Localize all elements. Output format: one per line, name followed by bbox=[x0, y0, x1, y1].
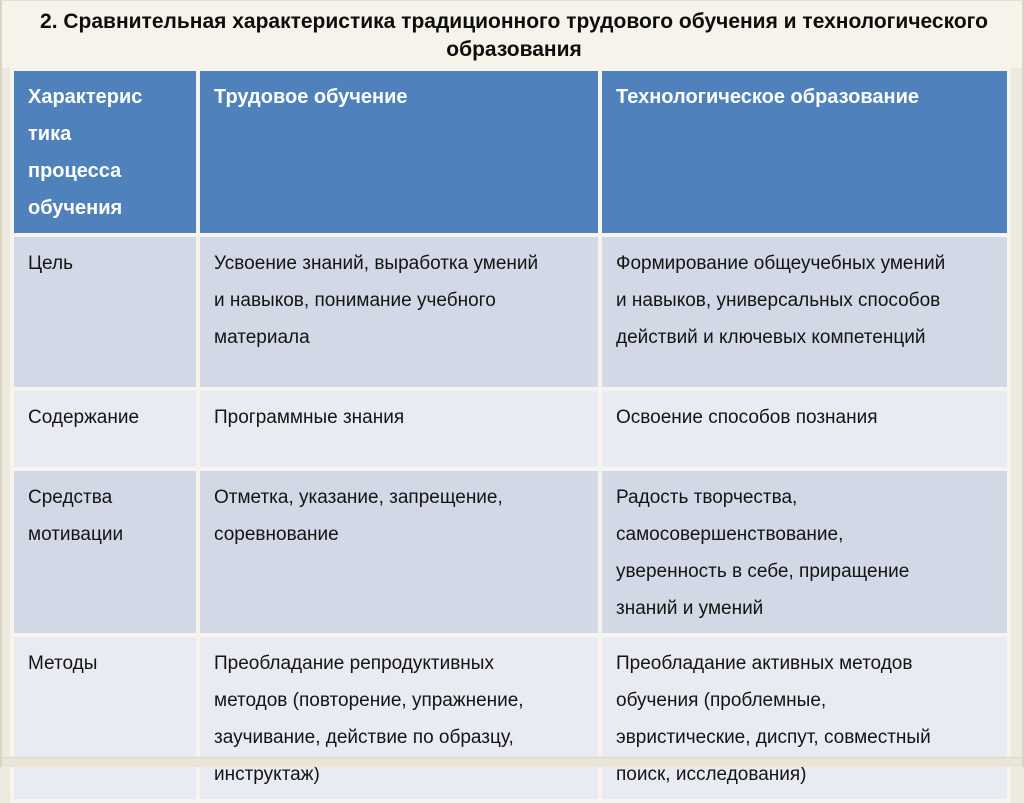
traditional-cell: Программные знания bbox=[196, 387, 602, 471]
table-row-goal: Цель Усвоение знаний, выработка умений и… bbox=[10, 233, 1011, 391]
table-row-methods: Методы Преобладание репродуктивных метод… bbox=[10, 633, 1011, 803]
slide-title: 2. Сравнительная характеристика традицио… bbox=[40, 10, 988, 61]
comparison-table: Характеристика процесса обучения Трудово… bbox=[10, 67, 1011, 803]
table-row-content: Содержание Программные знания Освоение с… bbox=[10, 387, 1011, 471]
technological-cell: Формирование общеучебных умений и навыко… bbox=[598, 233, 1011, 391]
row-label: Методы bbox=[10, 633, 200, 803]
title-area: 2. Сравнительная характеристика традицио… bbox=[2, 1, 1022, 68]
technological-cell: Освоение способов познания bbox=[598, 387, 1011, 471]
table-row-motivation-means: Средства мотивации Отметка, указание, за… bbox=[10, 467, 1011, 637]
traditional-cell: Преобладание репродуктивных методов (пов… bbox=[196, 633, 602, 803]
traditional-cell: Усвоение знаний, выработка умений и навы… bbox=[196, 233, 602, 391]
technological-cell: Преобладание активных методов обучения (… bbox=[598, 633, 1011, 803]
technological-cell: Радость творчества, самосовершенствовани… bbox=[598, 467, 1011, 637]
row-label: Средства мотивации bbox=[10, 467, 200, 637]
column-header-characteristic: Характеристика процесса обучения bbox=[10, 67, 200, 237]
slide-bottom-strip bbox=[2, 757, 1022, 767]
table-header-row: Характеристика процесса обучения Трудово… bbox=[10, 67, 1011, 237]
row-label: Содержание bbox=[10, 387, 200, 471]
row-label: Цель bbox=[10, 233, 200, 391]
column-header-traditional-training: Трудовое обучение bbox=[196, 67, 602, 237]
column-header-technological-education: Технологическое образование bbox=[598, 67, 1011, 237]
traditional-cell: Отметка, указание, запрещение, соревнова… bbox=[196, 467, 602, 637]
